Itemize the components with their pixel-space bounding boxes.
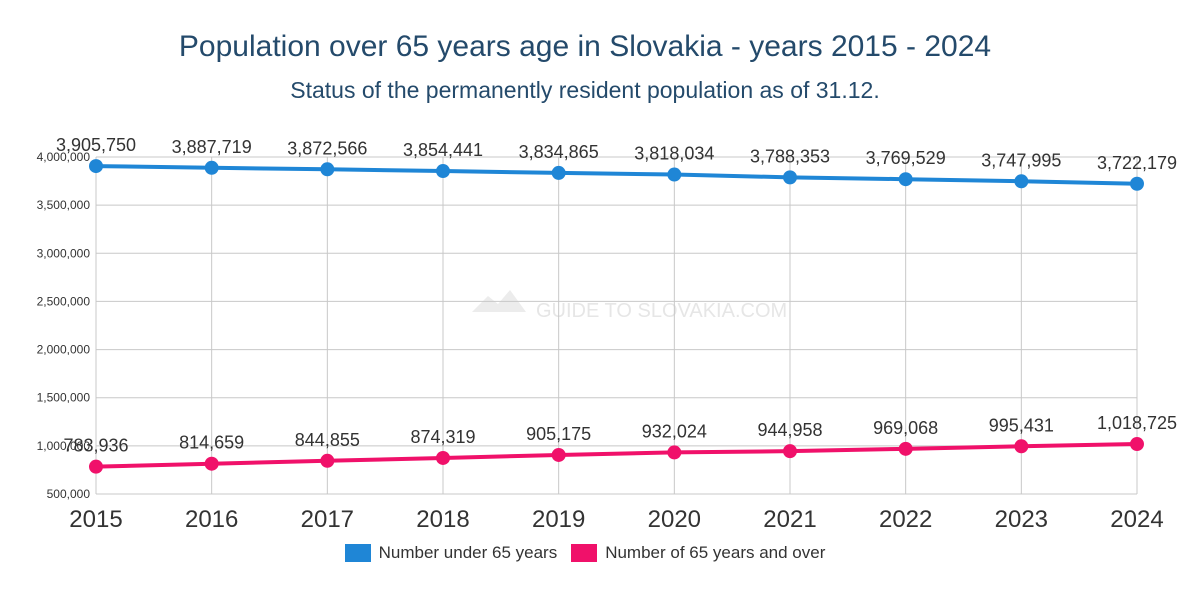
- data-point-over65: [1130, 437, 1144, 452]
- data-point-over65: [551, 447, 566, 462]
- watermark-mountain-icon: [472, 290, 526, 312]
- data-label-under65: 3,854,441: [403, 140, 483, 160]
- x-tick-label: 2020: [648, 506, 701, 533]
- data-point-under65: [320, 162, 335, 177]
- legend-label-under65: Number under 65 years: [378, 543, 558, 562]
- series-line-over65: [95, 442, 1138, 469]
- y-tick-label: 2,500,000: [37, 294, 91, 308]
- data-label-under65: 3,887,719: [172, 137, 252, 157]
- legend-label-over65: Number of 65 years and over: [605, 543, 826, 562]
- data-label-under65: 3,769,529: [866, 148, 946, 168]
- data-point-over65: [1014, 439, 1029, 454]
- data-point-under65: [89, 159, 103, 174]
- data-label-under65: 3,788,353: [750, 146, 830, 166]
- data-point-under65: [551, 165, 566, 180]
- data-point-over65: [667, 445, 682, 460]
- x-tick-label: 2015: [69, 506, 122, 533]
- series-line-under65: [95, 164, 1138, 186]
- data-point-under65: [1130, 176, 1144, 191]
- data-point-under65: [667, 167, 682, 182]
- data-label-over65: 783,936: [63, 436, 128, 456]
- data-point-under65: [1014, 174, 1029, 189]
- x-tick-label: 2021: [763, 506, 816, 533]
- y-tick-label: 2,000,000: [37, 343, 91, 357]
- y-tick-label: 1,500,000: [37, 391, 91, 405]
- y-tick-label: 500,000: [47, 487, 91, 501]
- x-tick-label: 2019: [532, 506, 585, 533]
- data-label-under65: 3,872,566: [287, 138, 367, 158]
- data-label-over65: 844,855: [295, 430, 360, 450]
- x-tick-label: 2023: [995, 506, 1048, 533]
- y-tick-label: 3,500,000: [37, 198, 91, 212]
- data-label-under65: 3,834,865: [519, 142, 599, 162]
- watermark: GUIDE TO SLOVAKIA.COM: [472, 290, 787, 322]
- x-tick-label: 2024: [1110, 506, 1163, 533]
- legend-swatch-under65: [344, 544, 371, 562]
- data-point-under65: [898, 172, 913, 187]
- data-label-over65: 932,024: [642, 421, 707, 441]
- chart-subtitle: Status of the permanently resident popul…: [290, 77, 880, 103]
- data-label-over65: 874,319: [410, 427, 475, 447]
- data-point-over65: [89, 459, 103, 474]
- x-tick-label: 2018: [416, 506, 469, 533]
- data-point-under65: [783, 170, 797, 185]
- legend-swatch-over65: [571, 544, 598, 562]
- x-tick-label: 2016: [185, 506, 238, 533]
- data-point-under65: [204, 160, 219, 175]
- data-label-over65: 905,175: [526, 424, 591, 444]
- legend-item-over65[interactable]: Number of 65 years and over: [571, 543, 825, 563]
- data-label-over65: 944,958: [757, 420, 822, 440]
- data-label-under65: 3,818,034: [634, 144, 714, 164]
- legend-item-under65[interactable]: Number under 65 years: [344, 543, 558, 563]
- y-tick-label: 3,000,000: [37, 246, 91, 260]
- x-tick-label: 2022: [879, 506, 932, 533]
- chart-title: Population over 65 years age in Slovakia…: [178, 30, 992, 63]
- data-label-over65: 814,659: [179, 433, 244, 453]
- watermark-text: GUIDE TO SLOVAKIA.COM: [536, 300, 787, 322]
- data-point-over65: [898, 441, 913, 456]
- data-point-over65: [436, 450, 450, 465]
- data-label-over65: 1,018,725: [1097, 413, 1177, 433]
- legend: Number under 65 years Number of 65 years…: [0, 543, 1170, 563]
- data-point-under65: [436, 164, 450, 179]
- data-point-over65: [320, 453, 335, 468]
- y-tick-label: 1,000,000: [37, 439, 91, 453]
- data-label-over65: 969,068: [873, 418, 938, 438]
- data-label-under65: 3,722,179: [1097, 153, 1177, 173]
- data-label-under65: 3,905,750: [56, 135, 136, 155]
- data-label-under65: 3,747,995: [981, 150, 1061, 170]
- x-tick-label: 2017: [301, 506, 354, 533]
- data-label-over65: 995,431: [989, 415, 1054, 435]
- data-point-over65: [204, 456, 219, 471]
- y-tick-label: 4,000,000: [37, 150, 91, 164]
- data-point-over65: [783, 444, 797, 459]
